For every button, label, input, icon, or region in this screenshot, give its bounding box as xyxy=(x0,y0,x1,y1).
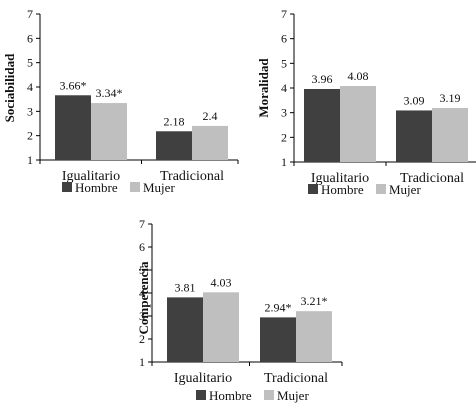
data-label: 2.94* xyxy=(265,300,292,314)
data-label: 3.66* xyxy=(60,78,87,92)
y-tick-label: 1 xyxy=(281,155,287,169)
bar-mujer-tradicional xyxy=(432,107,468,162)
legend-label: Hombre xyxy=(321,182,364,197)
bar-mujer-tradicional xyxy=(296,311,332,362)
data-label: 2.4 xyxy=(203,109,218,123)
category-label: Tradicional xyxy=(160,169,224,184)
bar-hombre-igualitario xyxy=(304,88,340,162)
y-axis-title: Moralidad xyxy=(256,58,271,118)
data-label: 3.96 xyxy=(312,72,333,86)
y-tick-label: 7 xyxy=(281,7,287,21)
category-label: Tradicional xyxy=(400,171,464,186)
y-tick-label: 3 xyxy=(281,106,287,120)
bar-hombre-igualitario xyxy=(55,95,91,160)
y-tick-label: 6 xyxy=(27,31,33,45)
y-tick-label: 6 xyxy=(281,32,287,46)
y-tick-label: 1 xyxy=(139,355,145,369)
legend-label: Mujer xyxy=(277,388,309,403)
bar-mujer-igualitario xyxy=(203,292,239,362)
y-tick-label: 6 xyxy=(139,240,145,254)
category-label: Igualitario xyxy=(311,171,369,186)
y-axis-title: Competencia xyxy=(136,261,151,334)
data-label: 3.81 xyxy=(175,280,196,294)
chart-panel-2: 1 2 3 4 5 6 7 3.81 4.03 Igualitario 2.94* 3.21* Trad… xyxy=(136,217,343,403)
category-label: Tradicional xyxy=(264,371,328,386)
legend-label: Hombre xyxy=(209,388,252,403)
legend-label: Mujer xyxy=(143,180,175,195)
category-label: Igualitario xyxy=(62,169,120,184)
data-label: 3.19 xyxy=(440,91,461,105)
bar-hombre-tradicional xyxy=(396,110,432,162)
bar-mujer-igualitario xyxy=(91,103,127,160)
y-tick-label: 5 xyxy=(139,263,145,277)
legend-swatch-hombre xyxy=(308,184,318,194)
y-tick-label: 7 xyxy=(139,217,145,231)
chart-panel-1: 1 2 3 4 5 6 7 3.96 4.08 Igualitario 3.09 3.19 Tradic… xyxy=(256,7,476,197)
data-label: 4.08 xyxy=(348,69,369,83)
bar-hombre-tradicional xyxy=(260,317,296,362)
legend-swatch-hombre xyxy=(196,390,206,400)
y-tick-label: 4 xyxy=(139,286,145,300)
data-label: 4.03 xyxy=(211,275,232,289)
legend-label: Mujer xyxy=(389,182,421,197)
data-label: 3.09 xyxy=(404,93,425,107)
legend-label: Hombre xyxy=(75,180,118,195)
category-label: Igualitario xyxy=(174,371,232,386)
y-axis-title: Sociabilidad xyxy=(2,53,17,122)
data-label: 2.18 xyxy=(164,114,185,128)
chart-panel-0: 1 2 3 4 5 6 7 3.66* 3.34* Igualitario 2.18 2.4 Tradi… xyxy=(2,7,239,195)
y-tick-label: 2 xyxy=(139,332,145,346)
data-label: 3.34* xyxy=(96,86,123,100)
bar-mujer-tradicional xyxy=(192,125,228,160)
y-tick-label: 5 xyxy=(27,56,33,70)
y-tick-label: 4 xyxy=(27,80,33,94)
legend-swatch-mujer xyxy=(130,182,140,192)
bar-hombre-tradicional xyxy=(156,131,192,160)
y-tick-label: 5 xyxy=(281,56,287,70)
legend-swatch-mujer xyxy=(264,390,274,400)
y-tick-label: 4 xyxy=(281,81,287,95)
legend-swatch-hombre xyxy=(62,182,72,192)
data-label: 3.21* xyxy=(301,294,328,308)
y-tick-label: 2 xyxy=(281,130,287,144)
y-tick-label: 7 xyxy=(27,7,33,21)
bar-hombre-igualitario xyxy=(167,297,203,362)
y-tick-label: 3 xyxy=(27,104,33,118)
legend-swatch-mujer xyxy=(376,184,386,194)
y-tick-label: 3 xyxy=(139,309,145,323)
y-tick-label: 2 xyxy=(27,129,33,143)
y-tick-label: 1 xyxy=(27,153,33,167)
bar-mujer-igualitario xyxy=(340,86,376,162)
